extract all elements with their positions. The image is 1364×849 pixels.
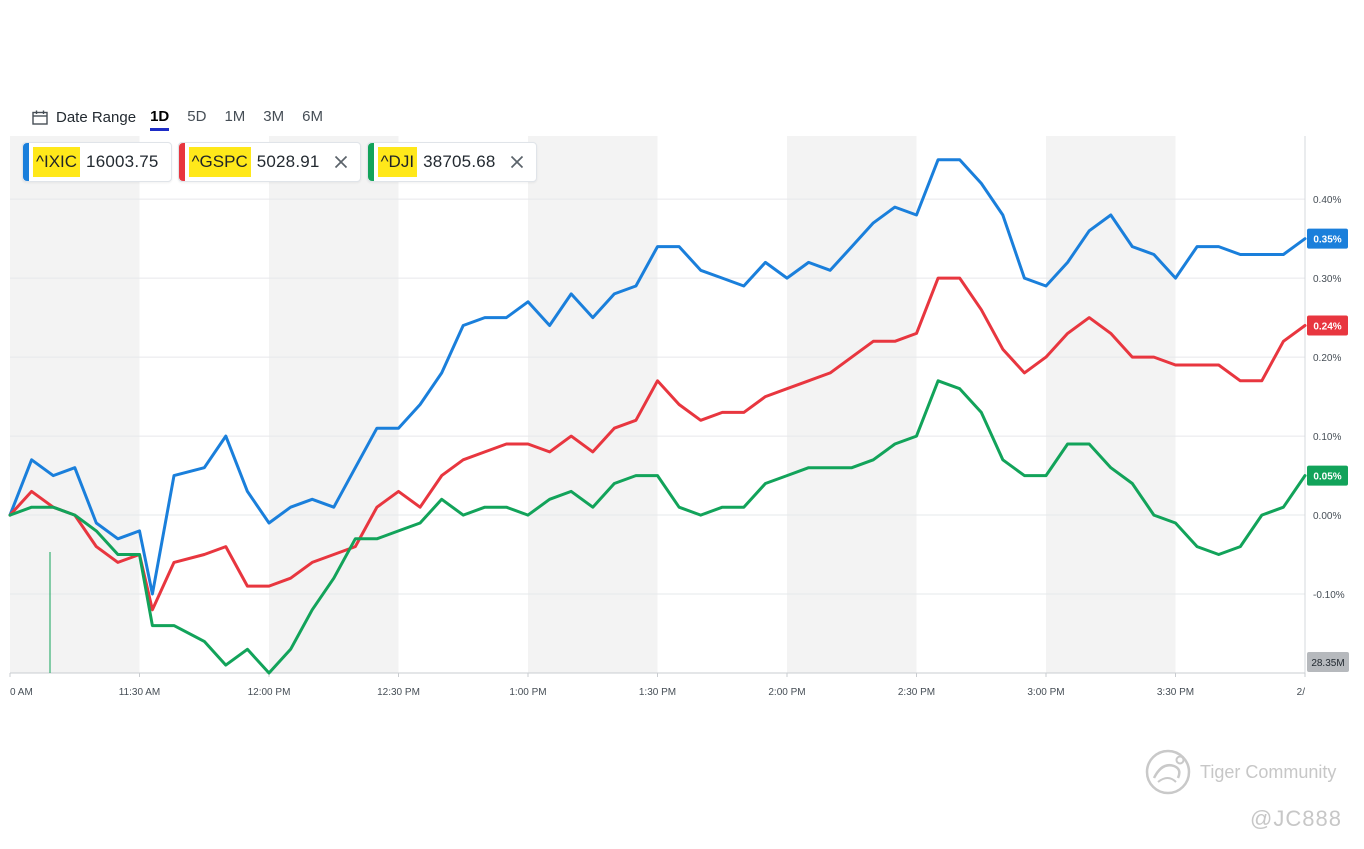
series-line-dji xyxy=(8,379,1307,675)
x-tick-label: 11:30 AM xyxy=(119,687,161,698)
chip-symbol: ^IXIC xyxy=(33,147,81,177)
time-band xyxy=(787,136,917,673)
close-icon[interactable] xyxy=(510,155,524,169)
author-handle: @JC888 xyxy=(1250,806,1342,831)
tiger-watermark: Tiger Community xyxy=(1144,748,1336,796)
calendar-icon xyxy=(32,110,48,125)
time-band xyxy=(10,136,140,673)
y-tick-label: 0.10% xyxy=(1313,432,1341,443)
x-tick-label: 2:00 PM xyxy=(768,687,805,698)
series-line-ixic xyxy=(8,158,1307,596)
chip-price: 16003.75 xyxy=(86,152,159,171)
series-line-gspc xyxy=(8,276,1307,612)
tiger-logo-icon xyxy=(1145,749,1191,795)
x-tick-label: 1:00 PM xyxy=(509,687,546,698)
symbol-chips: ^IXIC 16003.75 ^GSPC 5028.91 ^DJI 38705.… xyxy=(22,142,543,182)
x-tick-label: 2/ xyxy=(1297,687,1306,698)
date-range-label: Date Range xyxy=(56,108,137,126)
range-5d[interactable]: 5D xyxy=(187,107,207,125)
x-tick-label: 3:30 PM xyxy=(1157,687,1194,698)
y-tick-label: 0.00% xyxy=(1313,511,1341,522)
y-tick-label: -0.10% xyxy=(1313,590,1345,601)
chip-price: 38705.68 xyxy=(423,152,496,171)
x-tick-label: 12:00 PM xyxy=(248,687,291,698)
x-tick-label: 12:30 PM xyxy=(377,687,420,698)
last-value-label: 0.24% xyxy=(1313,322,1341,333)
range-toolbar: Date Range 1D 5D 1M 3M 6M xyxy=(32,104,341,131)
last-value-badge xyxy=(1307,465,1348,486)
symbol-chip-gspc[interactable]: ^GSPC 5028.91 xyxy=(177,142,361,182)
volume-badge xyxy=(1307,652,1349,672)
y-tick-label: 0.30% xyxy=(1313,274,1341,285)
range-6m[interactable]: 6M xyxy=(302,107,323,125)
y-tick-label: 0.40% xyxy=(1313,195,1341,206)
series-color-swatch xyxy=(178,143,185,181)
last-value-badge xyxy=(1307,315,1348,336)
volume-label: 28.35M xyxy=(1311,658,1344,669)
range-1d[interactable]: 1D xyxy=(150,108,170,131)
symbol-chip-ixic[interactable]: ^IXIC 16003.75 xyxy=(22,142,172,182)
tiger-brand-text: Tiger Community xyxy=(1200,761,1337,782)
time-band xyxy=(528,136,658,673)
time-band xyxy=(269,136,399,673)
x-tick-label: 1:30 PM xyxy=(639,687,676,698)
series-color-swatch xyxy=(367,143,374,181)
chip-price: 5028.91 xyxy=(256,152,320,171)
x-tick-label: 0 AM xyxy=(10,687,33,698)
last-value-badge xyxy=(1307,228,1348,249)
x-tick-label: 2:30 PM xyxy=(898,687,935,698)
chip-symbol: ^GSPC xyxy=(188,147,251,177)
range-3m[interactable]: 3M xyxy=(263,107,285,125)
time-band xyxy=(1046,136,1176,673)
last-value-label: 0.05% xyxy=(1313,472,1341,483)
close-icon[interactable] xyxy=(334,155,348,169)
chip-symbol: ^DJI xyxy=(377,147,418,177)
date-range-button[interactable]: Date Range xyxy=(32,109,136,126)
range-1m[interactable]: 1M xyxy=(224,107,246,125)
series-color-swatch xyxy=(23,143,29,181)
x-tick-label: 3:00 PM xyxy=(1027,687,1064,698)
y-tick-label: 0.20% xyxy=(1313,353,1341,364)
symbol-chip-dji[interactable]: ^DJI 38705.68 xyxy=(366,142,537,182)
last-value-label: 0.35% xyxy=(1313,235,1341,246)
